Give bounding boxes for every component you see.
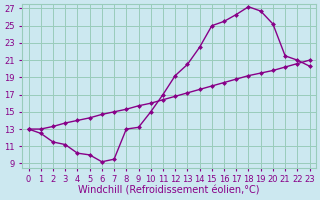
X-axis label: Windchill (Refroidissement éolien,°C): Windchill (Refroidissement éolien,°C) <box>78 186 260 196</box>
